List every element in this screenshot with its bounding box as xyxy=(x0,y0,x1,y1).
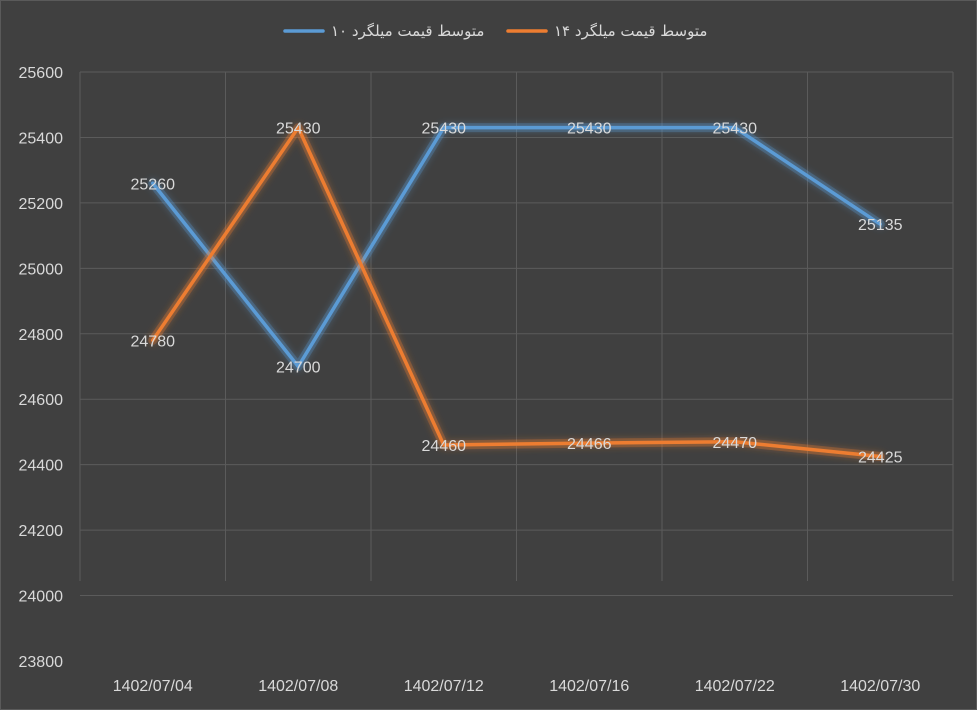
y-tick-label: 24800 xyxy=(19,327,64,344)
y-axis: 23800 24000 24200 24400 24600 24800 25000 25200… xyxy=(19,65,64,671)
data-label: 25430 xyxy=(713,121,758,138)
data-label: 24425 xyxy=(858,449,903,466)
y-tick-label: 23800 xyxy=(19,654,64,671)
data-label: 25260 xyxy=(131,176,176,193)
data-label: 24780 xyxy=(131,333,176,350)
y-tick-label: 25400 xyxy=(19,130,64,147)
data-label: 24700 xyxy=(276,360,321,377)
legend: متوسط قیمت میلگرد ۱۰ متوسط قیمت میلگرد ۱۴ xyxy=(283,22,707,40)
grid xyxy=(79,71,954,597)
y-tick-label: 24000 xyxy=(19,589,64,606)
legend-label: متوسط قیمت میلگرد ۱۴ xyxy=(554,22,707,40)
y-tick-label: 25000 xyxy=(19,261,64,278)
x-tick-label: 1402/07/22 xyxy=(695,678,775,695)
x-tick-label: 1402/07/12 xyxy=(404,678,484,695)
data-labels: 25260 24700 25430 25430 25430 25135 24780 25430… xyxy=(131,121,903,467)
y-tick-label: 25200 xyxy=(19,196,64,213)
data-label: 25430 xyxy=(276,121,321,138)
series-lines xyxy=(148,123,885,461)
data-label: 25430 xyxy=(567,121,612,138)
data-label: 24470 xyxy=(713,435,758,452)
series-line xyxy=(151,125,882,369)
y-tick-label: 24400 xyxy=(19,458,64,475)
x-tick-label: 1402/07/30 xyxy=(840,678,920,695)
x-axis: 1402/07/04 1402/07/08 1402/07/12 1402/07/16… xyxy=(113,678,921,695)
data-label: 24460 xyxy=(422,438,467,455)
x-tick-label: 1402/07/16 xyxy=(549,678,629,695)
y-tick-label: 24600 xyxy=(19,392,64,409)
series-line xyxy=(151,125,882,459)
data-label: 24466 xyxy=(567,436,612,453)
y-tick-label: 24200 xyxy=(19,523,64,540)
y-tick-label: 25600 xyxy=(19,65,64,82)
data-label: 25430 xyxy=(422,121,467,138)
data-label: 25135 xyxy=(858,217,903,234)
x-tick-label: 1402/07/08 xyxy=(258,678,338,695)
x-tick-label: 1402/07/04 xyxy=(113,678,193,695)
legend-label: متوسط قیمت میلگرد ۱۰ xyxy=(331,22,484,40)
